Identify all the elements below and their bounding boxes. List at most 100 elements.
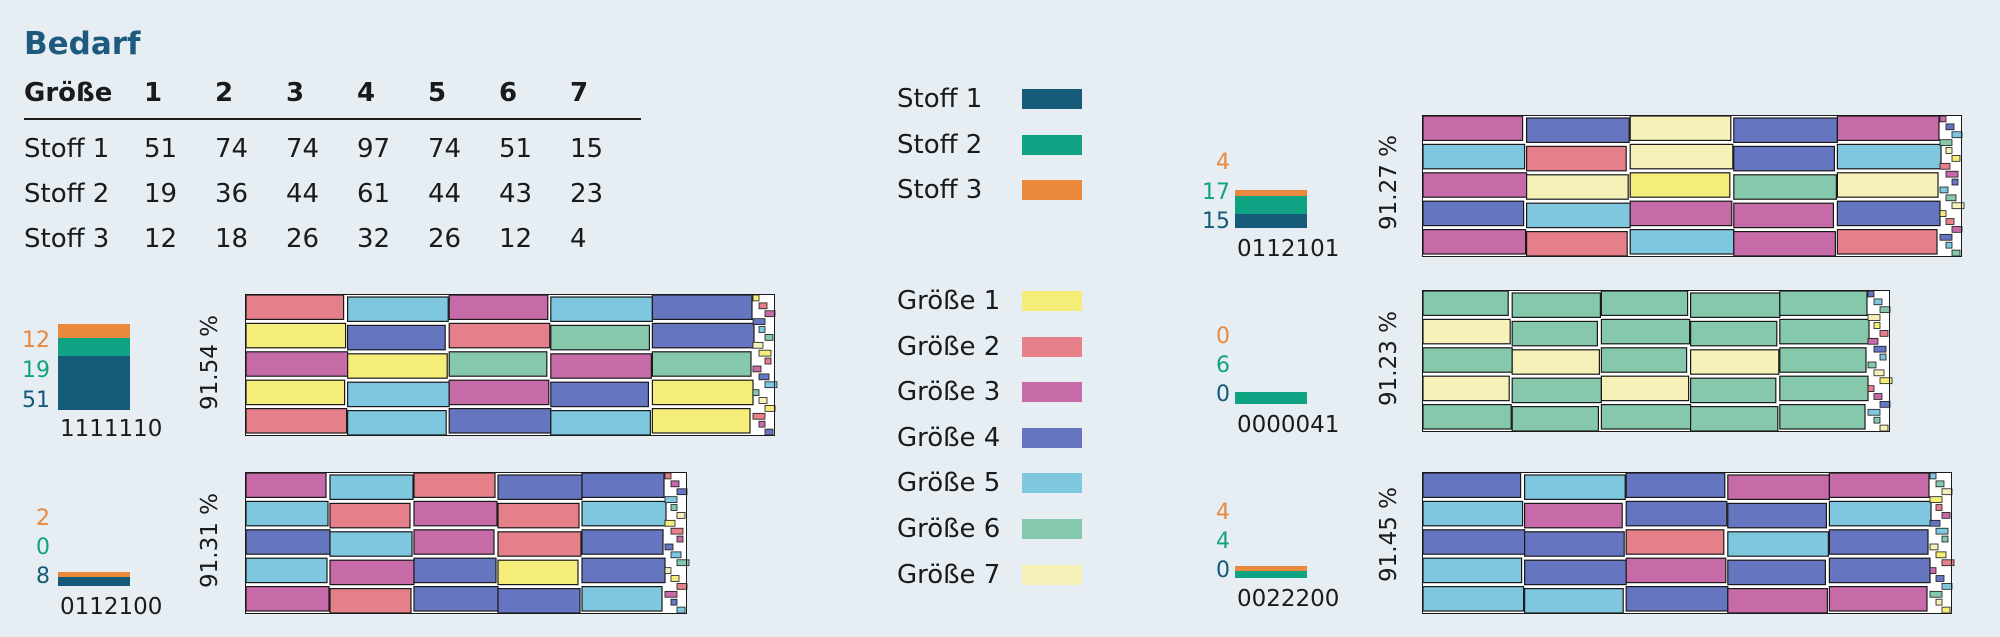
marker-layout-3 xyxy=(1422,115,1965,257)
pattern-piece xyxy=(1422,375,1510,402)
fabric1-count: 51 xyxy=(22,388,50,413)
pattern-piece xyxy=(1600,375,1690,402)
marker-layout-4 xyxy=(1422,290,1893,432)
pattern-piece xyxy=(1523,474,1626,500)
pattern-piece xyxy=(1945,123,1955,131)
pattern-piece xyxy=(1939,139,1953,146)
pattern-piece xyxy=(664,590,678,598)
pattern-piece xyxy=(1945,241,1953,249)
pattern-piece xyxy=(448,351,548,377)
pattern-piece xyxy=(1941,606,1951,614)
pattern-piece xyxy=(1525,145,1627,172)
pattern-piece xyxy=(676,583,688,590)
table-header-row: Größe 1 2 3 4 5 6 7 xyxy=(24,78,641,119)
pattern-piece xyxy=(1422,318,1511,345)
table-cell: 32 xyxy=(357,224,391,254)
fabric-outline xyxy=(1422,472,1952,614)
pattern-piece xyxy=(346,296,449,322)
pattern-piece xyxy=(346,353,448,379)
fabric3-count: 12 xyxy=(22,328,50,353)
pattern-piece xyxy=(1879,330,1889,337)
legend-label-size-1: Größe 1 xyxy=(897,286,1001,316)
pattern-piece xyxy=(1873,322,1881,329)
legend-label-fabric-1: Stoff 1 xyxy=(897,84,983,114)
demand-table: Größe 1 2 3 4 5 6 7 Stoff 1 51 74 74 97 … xyxy=(24,78,641,261)
fabric2-count: 17 xyxy=(1202,180,1230,205)
pattern-piece xyxy=(752,294,760,302)
layout-code: 0022200 xyxy=(1237,586,1340,612)
stack-bar-1 xyxy=(58,324,130,410)
pattern-piece xyxy=(1727,559,1826,586)
pattern-piece xyxy=(1867,408,1881,416)
pattern-piece xyxy=(329,587,412,614)
pattern-piece xyxy=(1836,172,1939,198)
pattern-piece xyxy=(581,500,667,527)
fabric1-count: 0 xyxy=(1216,558,1230,583)
pattern-piece xyxy=(1935,527,1949,535)
pattern-piece xyxy=(1422,557,1523,584)
table-cell: 74 xyxy=(215,134,249,164)
fabric3-count: 4 xyxy=(1216,150,1230,175)
pattern-piece xyxy=(448,407,552,434)
pattern-piece xyxy=(1727,474,1830,500)
pattern-piece xyxy=(497,587,581,614)
pattern-piece xyxy=(764,334,774,341)
pattern-piece xyxy=(1873,369,1885,377)
pattern-piece xyxy=(1422,172,1528,198)
pattern-piece xyxy=(676,559,690,567)
pattern-piece xyxy=(651,294,753,320)
pattern-piece xyxy=(245,407,348,434)
pattern-piece xyxy=(1525,117,1630,143)
pattern-piece xyxy=(346,409,447,436)
table-cell: 26 xyxy=(428,224,462,254)
table-cell: 44 xyxy=(286,179,320,209)
pattern-piece xyxy=(1625,500,1728,527)
pattern-piece xyxy=(550,296,653,322)
pattern-piece xyxy=(1422,290,1509,316)
pattern-piece xyxy=(1600,347,1688,373)
pattern-piece xyxy=(1939,115,1947,123)
pattern-piece xyxy=(752,389,760,396)
pattern-piece xyxy=(1690,292,1781,318)
pattern-piece xyxy=(1828,500,1932,527)
pattern-piece xyxy=(1945,170,1959,178)
header-cell: 1 xyxy=(144,78,163,108)
pattern-piece xyxy=(1625,472,1726,498)
header-cell: 5 xyxy=(428,78,447,108)
pattern-piece xyxy=(1935,575,1945,582)
pattern-piece xyxy=(1941,512,1951,519)
table-cell: 18 xyxy=(215,224,249,254)
pattern-piece xyxy=(1879,424,1889,432)
pattern-piece xyxy=(752,318,766,325)
stack-bar-2 xyxy=(58,572,130,586)
pattern-piece xyxy=(1945,194,1957,202)
pattern-piece xyxy=(752,341,764,349)
stack-segment-fabric3 xyxy=(1235,566,1307,571)
table-cell: 19 xyxy=(144,179,178,209)
pattern-piece xyxy=(1929,590,1943,598)
pattern-piece xyxy=(1511,349,1600,375)
pattern-piece xyxy=(1422,200,1525,227)
pattern-piece xyxy=(1422,143,1526,170)
legend-label-fabric-2: Stoff 2 xyxy=(897,130,983,160)
pattern-piece xyxy=(1625,585,1729,612)
pattern-piece xyxy=(1629,228,1735,255)
pattern-piece xyxy=(664,567,672,574)
pattern-piece xyxy=(1422,115,1524,141)
fabric2-count: 6 xyxy=(1216,353,1230,378)
pattern-piece xyxy=(752,365,762,373)
pattern-piece xyxy=(676,535,684,543)
marker-layout-1 xyxy=(245,294,778,436)
pattern-piece xyxy=(1523,502,1623,529)
pattern-piece xyxy=(581,472,665,498)
pattern-piece xyxy=(764,310,776,318)
pattern-piece xyxy=(1523,587,1624,614)
pattern-piece xyxy=(1945,147,1953,154)
pattern-piece xyxy=(581,557,666,584)
pattern-piece xyxy=(1935,480,1945,488)
table-cell: 23 xyxy=(570,179,604,209)
pattern-piece xyxy=(245,322,347,349)
stack-segment-fabric1 xyxy=(58,356,130,410)
fabric1-count: 0 xyxy=(1216,382,1230,407)
stack-bar-5 xyxy=(1235,566,1307,578)
